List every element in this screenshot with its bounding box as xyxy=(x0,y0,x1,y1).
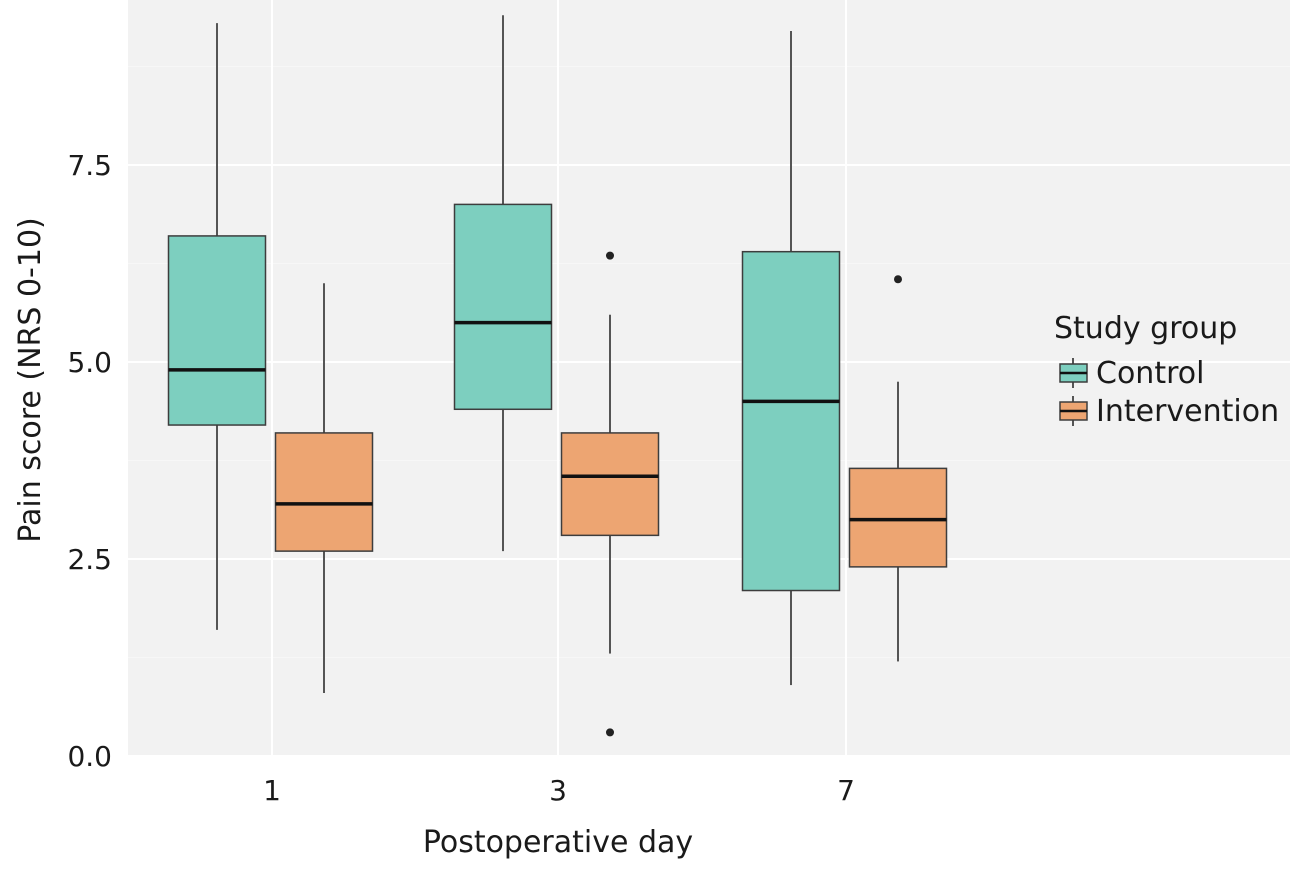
x-tick-label: 1 xyxy=(263,774,281,807)
box-control-day-7 xyxy=(741,31,841,686)
x-tick-label: 3 xyxy=(549,774,567,807)
box-iqr xyxy=(560,432,660,537)
box-control-day-1 xyxy=(167,23,267,630)
grid-lines xyxy=(128,0,1290,757)
y-tick-label: 5.0 xyxy=(67,346,112,379)
x-axis-ticks: 1 3 7 xyxy=(263,774,855,807)
outlier-point xyxy=(606,728,614,737)
box-intervention-day-3 xyxy=(560,251,660,737)
box-control-day-3 xyxy=(453,15,553,552)
legend-label: Intervention xyxy=(1096,394,1279,429)
box-iqr xyxy=(848,467,948,568)
box-iqr xyxy=(741,250,841,592)
legend-label: Control xyxy=(1096,356,1204,391)
outlier-point xyxy=(894,275,902,284)
y-tick-label: 2.5 xyxy=(67,543,112,576)
legend-title: Study group xyxy=(1054,311,1237,346)
x-tick-label: 7 xyxy=(837,774,855,807)
box-iqr xyxy=(274,432,374,552)
outlier-point xyxy=(606,251,614,260)
box-series xyxy=(167,15,948,737)
box-intervention-day-1 xyxy=(274,283,374,693)
plot-panel xyxy=(128,0,1290,756)
box-iqr xyxy=(453,203,553,411)
y-axis-ticks: 0.0 2.5 5.0 7.5 xyxy=(67,149,112,773)
box-intervention-day-7 xyxy=(848,275,948,662)
y-axis-title: Pain score (NRS 0-10) xyxy=(13,217,48,543)
x-axis-title: Postoperative day xyxy=(423,825,693,860)
y-tick-label: 0.0 xyxy=(67,740,112,773)
legend-item-intervention: Intervention xyxy=(1059,394,1279,429)
box-iqr xyxy=(167,235,267,426)
y-tick-label: 7.5 xyxy=(67,149,112,182)
legend-item-control: Control xyxy=(1059,356,1204,391)
